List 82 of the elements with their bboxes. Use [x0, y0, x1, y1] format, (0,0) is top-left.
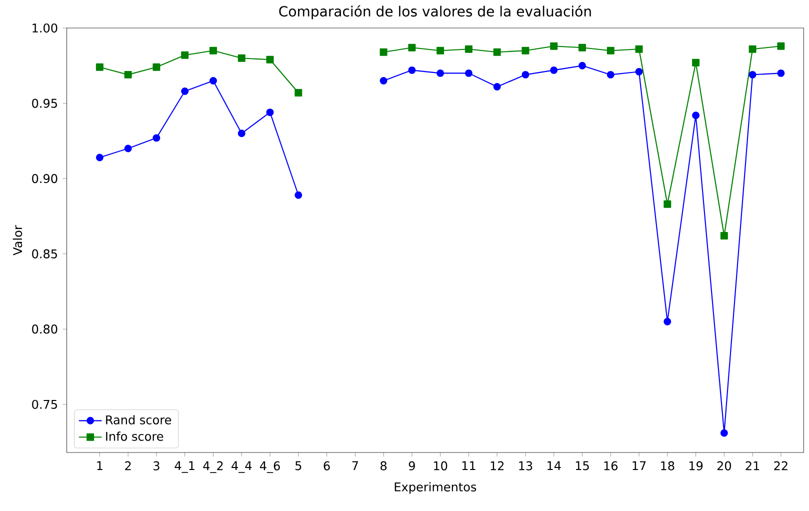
legend-label: Rand score — [106, 414, 172, 424]
point — [294, 88, 302, 96]
point — [464, 45, 472, 53]
x-tick-label: 10 — [434, 461, 448, 470]
y-tick-label: 0.75 — [32, 400, 57, 409]
x-tick-label: 9 — [408, 461, 415, 470]
y-tick-label: 0.85 — [32, 249, 57, 258]
point — [748, 70, 756, 78]
x-tick-label: 17 — [632, 461, 646, 470]
x-tick-label: 4_1 — [174, 461, 194, 473]
point — [380, 76, 388, 84]
y-tick-label: 0.80 — [32, 324, 58, 334]
point — [266, 108, 274, 116]
point — [238, 130, 246, 138]
y-tick-label: 0.95 — [32, 98, 57, 108]
chart-title: Comparación de los valores de la evaluación — [279, 5, 591, 20]
point — [436, 69, 444, 77]
point — [606, 46, 614, 54]
point — [748, 45, 756, 53]
x-tick-label: 2 — [125, 461, 131, 470]
point — [578, 62, 586, 70]
point — [124, 70, 132, 78]
point — [522, 46, 530, 54]
point — [124, 144, 132, 152]
x-tick-label: 4_4 — [232, 461, 252, 473]
x-tick-label: 21 — [746, 461, 760, 470]
point — [720, 429, 728, 437]
point — [96, 154, 104, 162]
point — [550, 42, 558, 50]
x-tick-label: 4_2 — [203, 461, 223, 473]
x-tick-label: 5 — [295, 461, 302, 470]
x-tick-label: 20 — [717, 461, 732, 470]
x-tick-label: 19 — [689, 461, 703, 470]
point — [238, 54, 246, 62]
point — [436, 46, 444, 54]
x-tick-label: 18 — [661, 461, 674, 470]
point — [522, 70, 530, 78]
point — [664, 318, 672, 326]
y-axis-title: Valor — [12, 224, 22, 256]
x-tick-label: 1 — [97, 461, 102, 470]
y-tick-label: 1.00 — [32, 23, 58, 32]
x-axis-title: Experimentos — [394, 482, 476, 494]
x-tick-label: 7 — [352, 461, 358, 470]
point — [664, 200, 672, 208]
point — [152, 63, 160, 71]
point — [692, 111, 700, 119]
x-tick-label: 6 — [324, 461, 330, 470]
point — [209, 76, 217, 84]
x-tick-label: 13 — [519, 461, 532, 470]
point — [464, 69, 472, 77]
x-tick-label: 15 — [576, 461, 589, 470]
point — [635, 68, 643, 76]
x-tick-label: 22 — [774, 461, 788, 470]
point — [777, 69, 785, 77]
y-tick-label: 0.90 — [32, 174, 58, 183]
point — [266, 56, 274, 64]
x-tick-label: 4_6 — [260, 461, 280, 473]
point — [493, 48, 501, 56]
point — [209, 46, 217, 54]
legend-label: Info score — [106, 431, 164, 441]
point — [408, 66, 416, 74]
point — [181, 87, 189, 95]
x-tick-label: 12 — [490, 461, 504, 470]
point — [152, 134, 160, 142]
point — [692, 58, 700, 66]
point — [578, 44, 586, 52]
point — [380, 48, 388, 56]
point — [96, 63, 104, 71]
point — [294, 191, 302, 199]
point — [181, 51, 189, 59]
point — [777, 42, 785, 50]
point — [408, 44, 416, 52]
x-tick-label: 3 — [154, 461, 160, 470]
x-tick-label: 8 — [380, 461, 387, 470]
point — [606, 70, 614, 78]
point — [493, 82, 501, 90]
point — [635, 45, 643, 53]
point — [550, 66, 558, 74]
x-tick-label: 16 — [604, 461, 618, 470]
point — [720, 232, 728, 240]
x-tick-label: 14 — [548, 461, 561, 470]
x-tick-label: 11 — [462, 461, 476, 470]
